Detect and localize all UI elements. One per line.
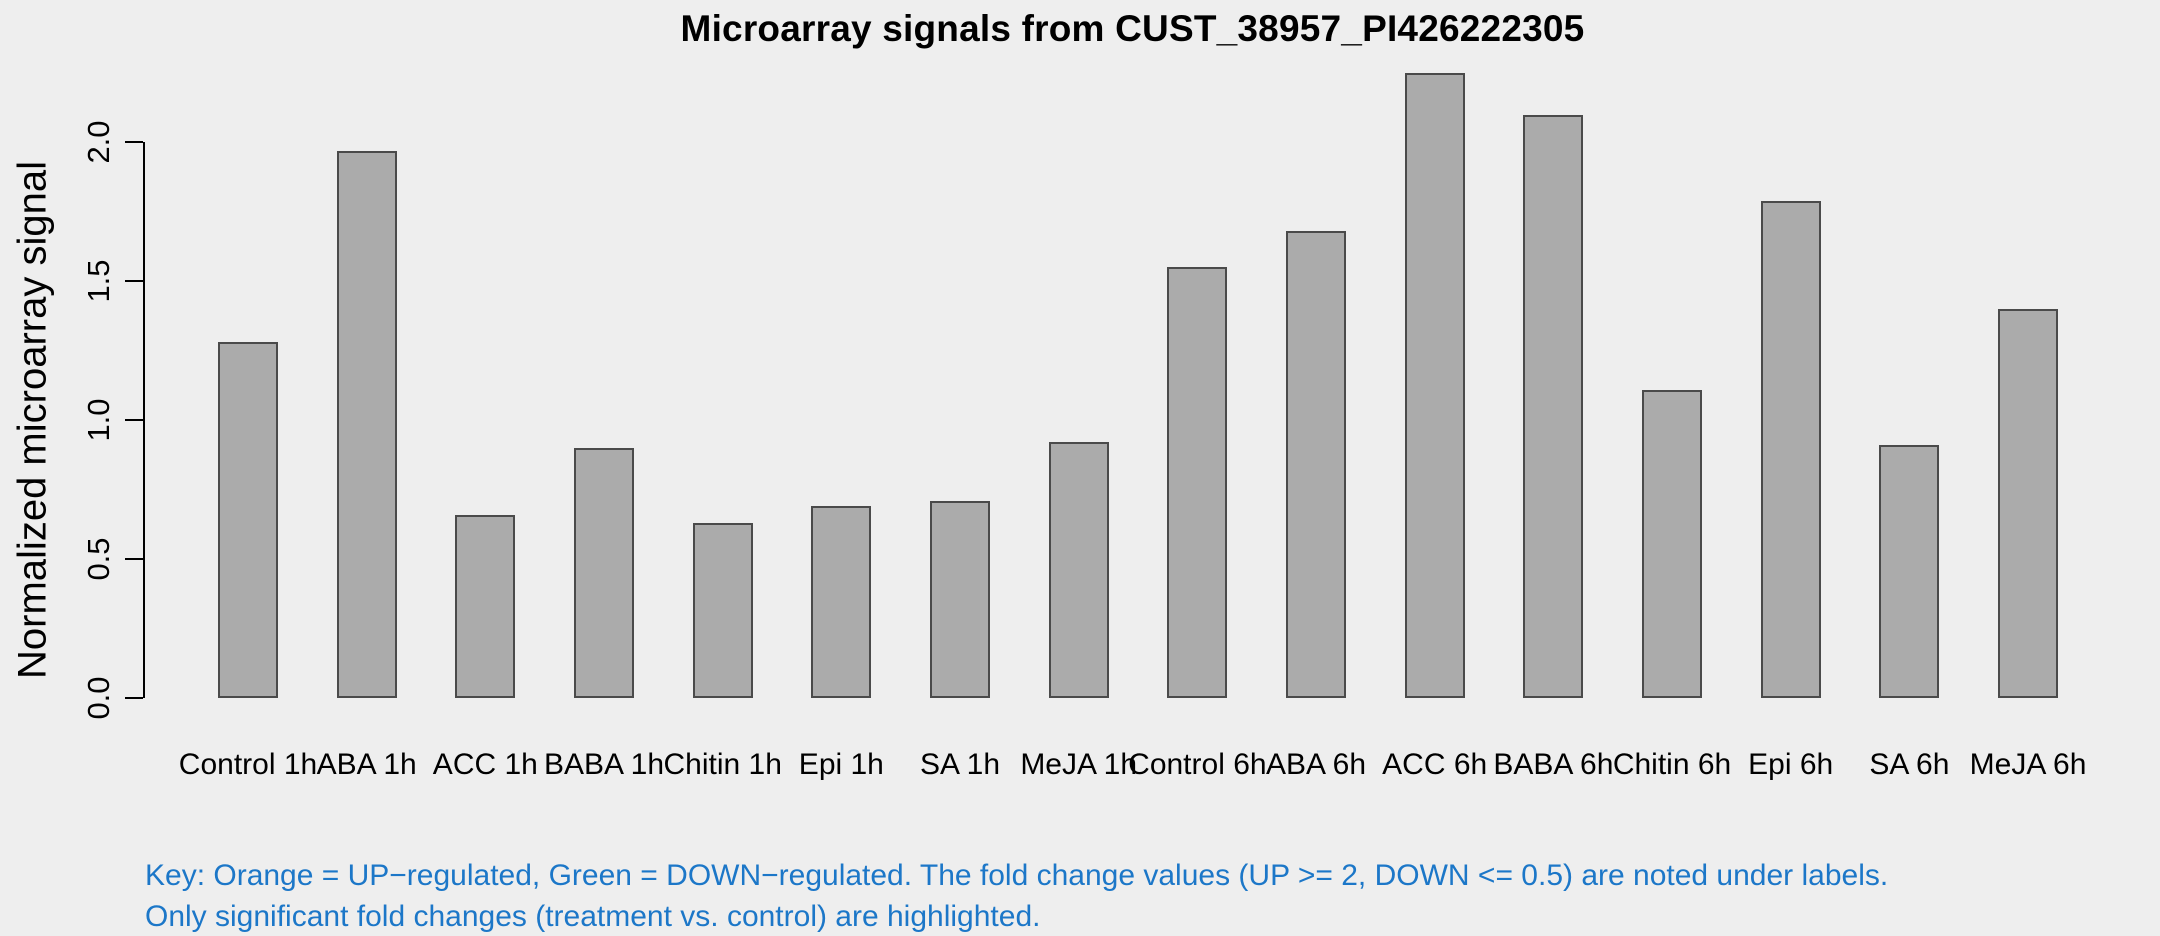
x-axis-label: SA 6h	[1869, 748, 1950, 781]
x-axis-label: BABA 1h	[543, 748, 665, 781]
bar-acc-1h	[455, 514, 516, 698]
y-tick-label: 0.5	[81, 537, 116, 581]
bar-epi-1h	[811, 506, 872, 698]
bar-chitin-6h	[1642, 389, 1703, 698]
x-axis-label: SA 1h	[919, 748, 1001, 781]
bar-acc-6h	[1404, 72, 1465, 698]
key-line-2: Only significant fold changes (treatment…	[145, 899, 1041, 933]
bar-meja-6h	[1998, 309, 2059, 698]
bar-meja-1h	[1048, 442, 1109, 698]
x-axis-label: ACC 6h	[1382, 748, 1488, 781]
y-tick	[125, 697, 143, 699]
x-axis-label: Control 1h	[178, 748, 318, 781]
key-line-1: Key: Orange = UP−regulated, Green = DOWN…	[145, 859, 1889, 892]
x-axis-label: ACC 1h	[432, 748, 538, 781]
y-tick	[125, 419, 143, 422]
bar-baba-6h	[1523, 114, 1584, 698]
y-tick-label: 1.5	[81, 259, 116, 303]
x-axis-label: MeJA 1h	[1020, 748, 1138, 781]
x-axis-label: Chitin 1h	[663, 748, 782, 781]
bar-chitin-1h	[692, 522, 753, 698]
y-tick-label: 0.0	[81, 676, 116, 720]
bar-control-1h	[218, 342, 278, 698]
y-tick-label: 2.0	[81, 120, 116, 164]
chart-title: Microarray signals from CUST_38957_PI426…	[680, 8, 1585, 49]
bar-sa-1h	[930, 500, 991, 698]
x-axis-label: ABA 6h	[1265, 748, 1367, 781]
y-axis-title: Normalized microarray signal	[10, 161, 55, 679]
y-tick	[125, 280, 143, 283]
bar-sa-6h	[1879, 445, 1940, 698]
bar-aba-6h	[1286, 231, 1347, 698]
y-tick-label: 1.0	[81, 398, 116, 442]
bar-control-6h	[1167, 267, 1228, 698]
x-axis-label: Epi 6h	[1748, 748, 1834, 781]
bar-baba-1h	[574, 447, 634, 698]
bar-aba-1h	[336, 150, 397, 698]
y-axis-line	[143, 142, 145, 698]
y-tick	[125, 141, 143, 144]
key-note: Key: Orange = UP−regulated, Green = DOWN…	[145, 856, 1888, 936]
bar-epi-6h	[1760, 200, 1821, 698]
y-tick	[125, 558, 143, 561]
x-axis-label: ABA 1h	[316, 748, 417, 781]
x-axis-label: MeJA 6h	[1969, 748, 2087, 781]
x-axis-label: Control 6h	[1128, 748, 1267, 781]
x-axis-label: Epi 1h	[798, 748, 884, 781]
x-axis-label: BABA 6h	[1493, 748, 1614, 781]
x-axis-label: Chitin 6h	[1612, 748, 1732, 781]
